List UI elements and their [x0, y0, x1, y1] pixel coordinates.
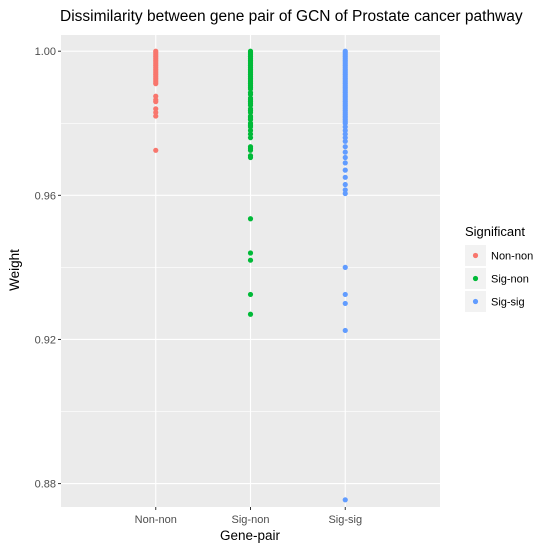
data-point	[247, 127, 254, 134]
data-point	[247, 91, 254, 98]
data-point	[247, 216, 254, 222]
data-point	[153, 113, 159, 119]
data-point	[342, 327, 348, 334]
y-axis-ticks: 0.88 0.92 0.96 1.00	[35, 46, 61, 491]
data-point	[247, 102, 254, 108]
data-point	[342, 187, 348, 193]
data-point	[342, 497, 348, 503]
data-point	[247, 154, 254, 161]
data-point	[247, 131, 254, 137]
data-point	[247, 135, 254, 141]
data-point	[342, 264, 348, 270]
data-point	[247, 86, 254, 92]
data-point	[342, 190, 348, 197]
data-point	[342, 167, 348, 173]
data-point	[247, 109, 254, 116]
data-point	[247, 124, 254, 130]
data-point	[342, 300, 348, 307]
data-point	[247, 257, 254, 263]
data-point	[153, 93, 159, 99]
data-point	[247, 117, 254, 123]
x-tick-label: Non-non	[135, 514, 177, 526]
y-tick-label: 0.96	[35, 190, 56, 202]
data-points	[153, 48, 348, 503]
data-point	[342, 149, 348, 155]
legend-label: Non-non	[491, 251, 533, 263]
data-point	[153, 81, 159, 87]
legend-key-point	[472, 298, 479, 305]
data-point	[247, 250, 254, 256]
data-point	[342, 131, 348, 137]
y-tick-label: 0.92	[35, 334, 56, 346]
data-point	[342, 160, 348, 166]
legend-key-point	[472, 275, 479, 282]
data-point	[342, 174, 348, 180]
data-point	[153, 109, 159, 116]
legend-label: Sig-sig	[491, 297, 525, 309]
data-point	[342, 181, 348, 188]
legend-key-point	[472, 252, 479, 259]
data-point	[342, 124, 348, 130]
data-point	[153, 99, 159, 105]
data-point	[153, 147, 159, 153]
x-axis-title: Gene-pair	[220, 528, 281, 543]
data-point	[342, 291, 348, 298]
data-point	[247, 291, 254, 298]
data-point	[342, 138, 348, 144]
x-tick-label: Sig-non	[232, 514, 270, 526]
data-point	[342, 120, 348, 126]
data-point	[342, 154, 348, 161]
legend-label: Sig-non	[491, 274, 529, 286]
x-axis-ticks: Non-non Sig-non Sig-sig	[135, 507, 362, 526]
legend: Significant Non-non Sig-non Sig-sig	[465, 224, 533, 312]
data-point	[342, 127, 348, 134]
y-tick-label: 0.88	[35, 479, 56, 491]
data-point	[342, 144, 348, 150]
data-point	[342, 135, 348, 141]
y-axis-title: Weight	[7, 249, 22, 291]
x-tick-label: Sig-sig	[328, 514, 362, 526]
y-tick-label: 1.00	[35, 46, 56, 58]
data-point	[247, 311, 254, 317]
legend-title: Significant	[465, 224, 525, 239]
chart-title: Dissimilarity between gene pair of GCN o…	[60, 8, 523, 25]
data-point	[153, 106, 159, 112]
data-point	[247, 147, 254, 153]
